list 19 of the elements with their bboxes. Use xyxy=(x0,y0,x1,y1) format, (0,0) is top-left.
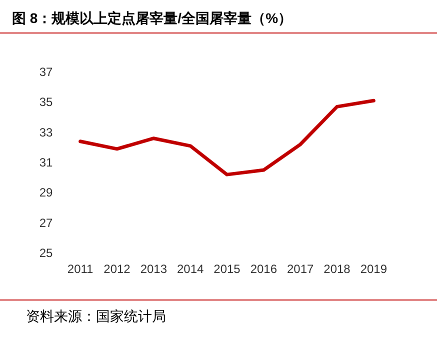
chart-title: 图 8：规模以上定点屠宰量/全国屠宰量（%） xyxy=(12,10,292,26)
x-tick-label: 2017 xyxy=(286,262,314,276)
line-series xyxy=(78,98,376,176)
y-tick-label: 25 xyxy=(39,246,53,260)
x-tick-label: 2018 xyxy=(324,262,351,276)
y-tick-label: 27 xyxy=(39,216,53,230)
y-tick-label: 37 xyxy=(39,65,53,79)
y-tick-label: 35 xyxy=(39,95,53,110)
x-tick-label: 2011 xyxy=(67,262,94,276)
x-tick-label: 2015 xyxy=(214,262,241,276)
x-tick-label: 2016 xyxy=(250,262,278,276)
x-tick-label: 2012 xyxy=(104,262,131,276)
y-tick-label: 29 xyxy=(39,186,53,200)
y-tick-label: 33 xyxy=(39,125,53,140)
y-tick-label: 31 xyxy=(39,156,53,170)
x-tick-label: 2014 xyxy=(176,262,204,276)
x-tick-label: 2013 xyxy=(140,262,168,276)
text: 资料来源：国家统计局 xyxy=(26,308,166,324)
x-tick-label: 2019 xyxy=(360,262,388,276)
